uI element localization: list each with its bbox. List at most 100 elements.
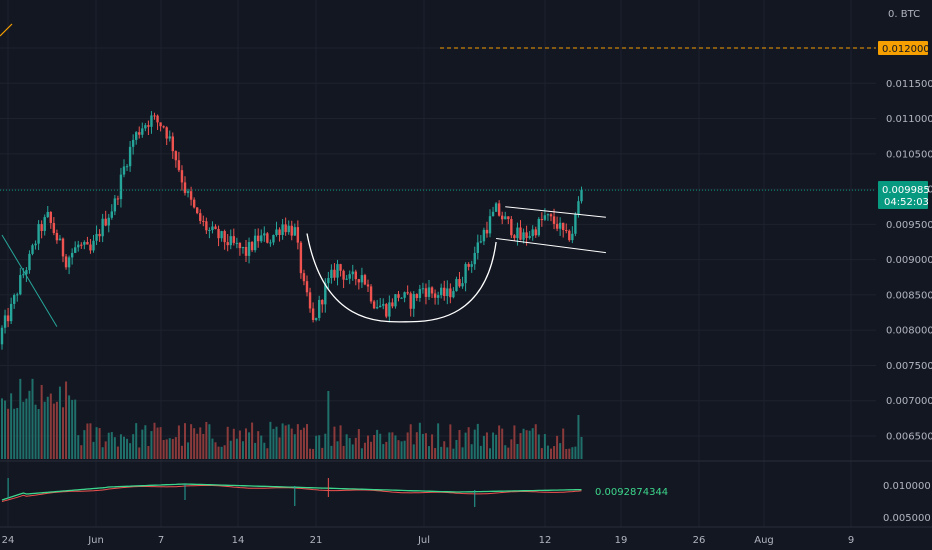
candle-body xyxy=(558,222,562,229)
candle-body xyxy=(385,304,388,317)
price-tick-label: 0.008000 xyxy=(886,326,932,337)
price-tick-label: 0.008500 xyxy=(886,290,932,301)
price-tick-label: 0.006500 xyxy=(886,432,932,443)
volume-bar xyxy=(464,432,467,459)
candle-body xyxy=(363,275,367,285)
candle-body xyxy=(562,222,565,231)
candle-body xyxy=(360,275,364,283)
candle-body xyxy=(488,216,492,234)
candle-body xyxy=(568,230,571,241)
candle-body xyxy=(537,218,540,236)
time-axis[interactable]: 24 Jun 7 14 21 Jul 12 19 26 Aug 9 xyxy=(2,535,855,546)
volume-bar xyxy=(388,432,391,459)
candle-body xyxy=(74,247,77,253)
volume-bar xyxy=(327,391,330,459)
candle-body xyxy=(25,270,28,275)
volume-bar xyxy=(516,443,519,459)
candle-body xyxy=(122,166,126,175)
volume-bar xyxy=(174,437,177,459)
candle-body xyxy=(433,293,437,298)
volume-bar xyxy=(113,437,116,459)
candle-body xyxy=(253,235,257,251)
volume-bar xyxy=(101,447,104,459)
candle-body xyxy=(336,264,339,278)
volume-bar xyxy=(559,443,562,459)
volume-bar xyxy=(339,425,342,459)
candle-body xyxy=(379,305,382,308)
volume-bar xyxy=(156,427,159,459)
candle-body xyxy=(565,230,568,232)
volume-bar xyxy=(214,442,217,459)
volume-bar xyxy=(31,378,34,459)
candle-body xyxy=(485,229,489,234)
candle-body xyxy=(510,219,513,236)
volume-bar xyxy=(299,429,302,459)
volume-bar xyxy=(184,423,186,459)
candle-body xyxy=(189,191,193,200)
candle-body xyxy=(46,211,49,218)
candle-body xyxy=(281,224,284,236)
candle-body xyxy=(549,214,553,217)
trend-line xyxy=(1,234,58,327)
volume-bar xyxy=(458,429,461,459)
candle-body xyxy=(513,235,516,239)
candle-body xyxy=(531,229,534,237)
volume-bar xyxy=(55,401,58,459)
candle-body xyxy=(141,128,144,135)
candle-body xyxy=(403,292,406,298)
time-tick-label: 12 xyxy=(539,535,552,546)
candle-body xyxy=(345,278,348,280)
volume-bar xyxy=(196,433,199,459)
candle-body xyxy=(369,286,373,302)
candle-body xyxy=(144,125,147,129)
candle-body xyxy=(263,233,266,236)
volume-bar xyxy=(440,446,443,459)
candle-body xyxy=(424,288,428,297)
volume-bar xyxy=(501,428,504,459)
volume-bar xyxy=(354,437,357,459)
candle-body xyxy=(449,288,452,298)
volume-bar xyxy=(540,448,543,459)
price-tick-label: 0.011000 xyxy=(886,114,932,125)
volume-bar xyxy=(245,428,247,459)
volume-bar xyxy=(571,447,574,459)
volume-bar xyxy=(226,426,229,459)
volume-bar xyxy=(40,384,43,459)
candle-body xyxy=(52,222,56,233)
volume-bar xyxy=(62,407,64,459)
candle-body xyxy=(19,275,22,295)
volume-bar xyxy=(321,447,324,459)
volume-bar xyxy=(382,444,385,459)
volume-bar xyxy=(333,426,336,459)
price-tick-label: 0.009000 xyxy=(886,255,932,266)
volume-bar xyxy=(367,435,369,459)
volume-bar xyxy=(162,440,165,459)
candle-body xyxy=(211,226,214,231)
volume-bar xyxy=(241,441,244,459)
candle-body xyxy=(479,241,483,243)
volume-bar xyxy=(263,442,266,459)
volume-bar xyxy=(205,421,208,459)
volume-bar xyxy=(577,415,580,459)
volume-bar xyxy=(534,424,537,459)
candle-body xyxy=(34,243,37,246)
time-tick-label: Aug xyxy=(754,535,774,546)
candle-body xyxy=(226,242,229,246)
indicator-value-label: 0.0092874344 xyxy=(595,487,668,498)
volume-bar xyxy=(254,442,257,459)
volume-bar xyxy=(126,438,129,459)
candle-body xyxy=(128,146,132,167)
volume-bar xyxy=(306,424,308,459)
volume-bar xyxy=(95,427,98,459)
candle-body xyxy=(461,283,464,287)
candle-body xyxy=(70,252,74,258)
volume-bar xyxy=(193,428,196,459)
volume-bar xyxy=(312,448,315,459)
candle-body xyxy=(0,327,4,345)
volume-bar xyxy=(49,393,52,459)
candle-body xyxy=(113,198,117,212)
candle-body xyxy=(555,223,559,229)
volume-bar xyxy=(147,445,150,459)
